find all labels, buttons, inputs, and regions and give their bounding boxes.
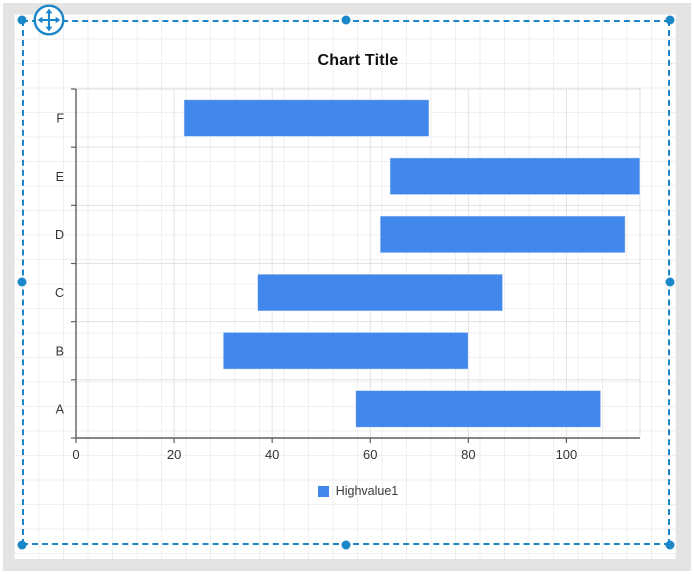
selection-handle-top-right[interactable]	[665, 15, 675, 25]
legend-swatch-icon	[317, 485, 329, 497]
selection-handle-bottom-left[interactable]	[17, 540, 27, 550]
bar-B[interactable]	[222, 331, 469, 370]
selection-handle-top-middle[interactable]	[341, 15, 351, 25]
bar-F[interactable]	[183, 99, 430, 138]
selection-handle-bottom-right[interactable]	[665, 540, 675, 550]
selection-handle-middle-left[interactable]	[17, 277, 27, 287]
selection-handle-bottom-middle[interactable]	[341, 540, 351, 550]
legend-label: Highvalue1	[335, 484, 399, 498]
bar-C[interactable]	[256, 273, 504, 312]
selection-handle-middle-right[interactable]	[665, 277, 675, 287]
chart-title: Chart Title	[317, 52, 399, 69]
move-icon	[33, 4, 65, 36]
selection-handle-top-left[interactable]	[17, 15, 27, 25]
bar-D[interactable]	[379, 215, 626, 254]
move-handle[interactable]	[33, 4, 65, 36]
bar-E[interactable]	[389, 157, 641, 196]
chart-legend: Highvalue1	[76, 484, 640, 498]
bar-A[interactable]	[355, 389, 602, 428]
